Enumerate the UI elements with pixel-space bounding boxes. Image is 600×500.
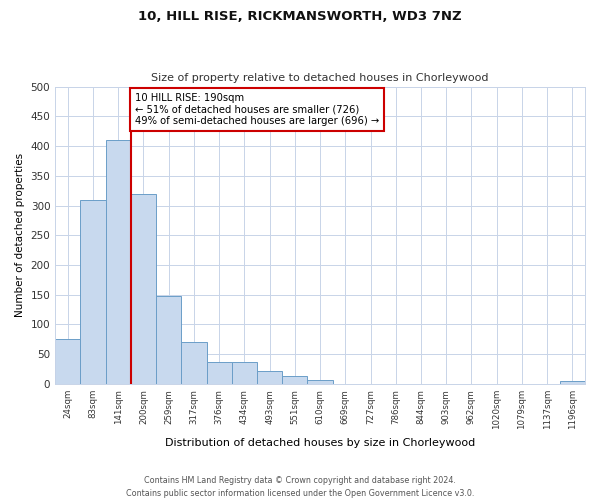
- Bar: [55, 340, 80, 384]
- Bar: [80, 200, 106, 384]
- Text: Contains HM Land Registry data © Crown copyright and database right 2024.
Contai: Contains HM Land Registry data © Crown c…: [126, 476, 474, 498]
- Bar: [560, 381, 585, 384]
- Bar: [307, 380, 332, 384]
- Bar: [131, 194, 156, 384]
- Bar: [106, 140, 131, 384]
- Text: 10 HILL RISE: 190sqm
← 51% of detached houses are smaller (726)
49% of semi-deta: 10 HILL RISE: 190sqm ← 51% of detached h…: [134, 92, 379, 126]
- Y-axis label: Number of detached properties: Number of detached properties: [15, 153, 25, 318]
- Bar: [206, 362, 232, 384]
- Title: Size of property relative to detached houses in Chorleywood: Size of property relative to detached ho…: [151, 73, 489, 83]
- Bar: [257, 371, 282, 384]
- Text: 10, HILL RISE, RICKMANSWORTH, WD3 7NZ: 10, HILL RISE, RICKMANSWORTH, WD3 7NZ: [138, 10, 462, 23]
- Bar: [181, 342, 206, 384]
- Bar: [232, 362, 257, 384]
- Bar: [282, 376, 307, 384]
- Bar: [156, 296, 181, 384]
- X-axis label: Distribution of detached houses by size in Chorleywood: Distribution of detached houses by size …: [165, 438, 475, 448]
